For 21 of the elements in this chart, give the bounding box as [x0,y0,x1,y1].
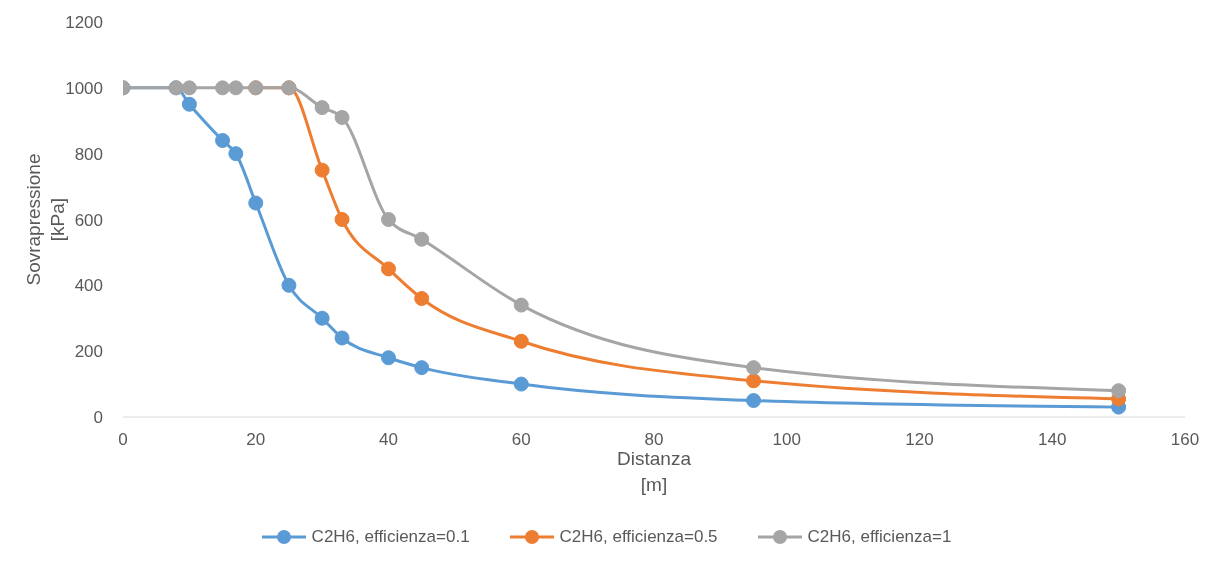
legend-label: C2H6, efficienza=0.5 [559,527,718,547]
x-tick-label: 120 [905,430,934,450]
x-axis-title: Distanza [m] [617,448,692,495]
x-tick-label: 40 [379,430,398,450]
y-tick-label: 200 [74,342,103,362]
x-tick-label: 60 [511,430,531,450]
x-tick-label: 20 [246,430,266,450]
y-tick-label: 1000 [65,78,103,98]
x-tick-label: 100 [772,430,801,450]
x-tick-label: 0 [118,430,128,450]
y-tick-label: 800 [74,144,103,164]
legend-label: C2H6, efficienza=1 [807,527,952,547]
x-tick-label: 140 [1038,430,1067,450]
y-axis-title: Sovrapressione [kPa] [23,153,68,286]
y-tick-label: 400 [74,276,103,296]
y-tick-label: 600 [74,210,103,230]
legend-label: C2H6, efficienza=0.1 [311,527,470,547]
x-tick-label: 80 [644,430,664,450]
y-tick-label: 1200 [65,13,103,33]
x-tick-label: 160 [1170,430,1200,450]
y-tick-label: 0 [93,408,103,428]
